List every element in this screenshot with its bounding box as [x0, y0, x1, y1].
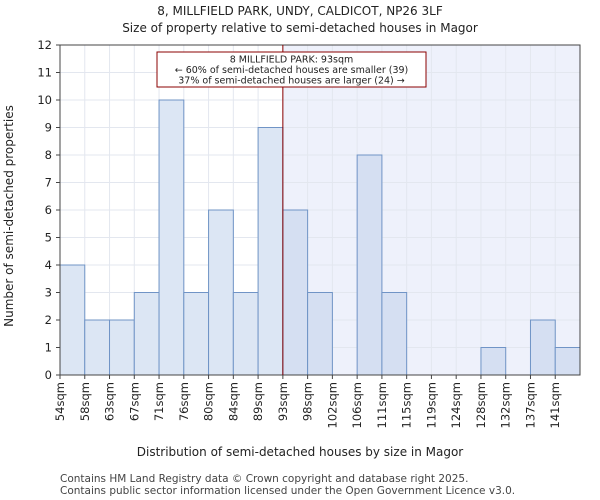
x-tick-label-84sqm: 84sqm	[226, 382, 240, 421]
x-tick-label-89sqm: 89sqm	[251, 382, 265, 421]
bar-80sqm	[208, 209, 234, 376]
bar-111sqm	[381, 292, 408, 376]
y-tick-label: 0	[45, 368, 52, 382]
x-tick-label-67sqm: 67sqm	[127, 382, 141, 421]
annotation-box	[156, 51, 427, 88]
x-tick-label-106sqm: 106sqm	[350, 382, 364, 428]
y-tick-label: 12	[37, 38, 52, 52]
x-tick-label-98sqm: 98sqm	[301, 382, 315, 421]
x-tick-label-80sqm: 80sqm	[202, 382, 216, 421]
x-tick-label-132sqm: 132sqm	[499, 382, 513, 428]
y-tick-label: 2	[45, 313, 52, 327]
x-tick-label-141sqm: 141sqm	[548, 382, 562, 428]
x-tick-label-58sqm: 58sqm	[78, 382, 92, 421]
bar-71sqm	[158, 99, 185, 376]
bar-98sqm	[307, 292, 333, 376]
y-tick-label: 1	[45, 341, 52, 355]
bar-89sqm	[257, 127, 284, 376]
footer-line-1: Contains HM Land Registry data © Crown c…	[60, 473, 469, 485]
bar-54sqm	[59, 264, 86, 376]
bar-63sqm	[109, 319, 135, 376]
bar-76sqm	[183, 292, 210, 376]
x-tick-label-119sqm: 119sqm	[424, 382, 438, 428]
x-tick-label-115sqm: 115sqm	[400, 382, 414, 428]
y-tick-label: 9	[45, 121, 52, 135]
x-tick-label-54sqm: 54sqm	[53, 382, 67, 421]
bar-58sqm	[84, 319, 111, 376]
y-tick-label: 3	[45, 286, 52, 300]
bar-84sqm	[232, 292, 259, 376]
y-axis-label: Number of semi-detached properties	[2, 105, 16, 327]
x-tick-label-111sqm: 111sqm	[375, 382, 389, 428]
y-tick-label: 7	[45, 176, 52, 190]
x-tick-label-128sqm: 128sqm	[474, 382, 488, 428]
bar-141sqm	[554, 347, 581, 376]
bar-93sqm	[282, 209, 309, 376]
bar-128sqm	[480, 347, 507, 376]
x-axis-label: Distribution of semi-detached houses by …	[137, 445, 464, 459]
bar-137sqm	[529, 319, 556, 376]
x-tick-label-76sqm: 76sqm	[177, 382, 191, 421]
y-tick-label: 4	[45, 258, 52, 272]
annotation-line-3: 37% of semi-detached houses are larger (…	[178, 76, 405, 87]
x-tick-label-102sqm: 102sqm	[325, 382, 339, 428]
x-tick-label-71sqm: 71sqm	[152, 382, 166, 421]
y-tick-label: 6	[45, 203, 52, 217]
bar-106sqm	[356, 154, 383, 376]
x-tick-label-124sqm: 124sqm	[449, 382, 463, 428]
y-tick-label: 5	[45, 231, 52, 245]
x-tick-label-63sqm: 63sqm	[103, 382, 117, 421]
chart-subtitle: Size of property relative to semi-detach…	[122, 21, 478, 35]
y-tick-label: 8	[45, 148, 52, 162]
chart-title: 8, MILLFIELD PARK, UNDY, CALDICOT, NP26 …	[157, 4, 443, 18]
x-tick-label-93sqm: 93sqm	[276, 382, 290, 421]
annotation-line-2: ← 60% of semi-detached houses are smalle…	[175, 65, 409, 76]
footer-line-2: Contains public sector information licen…	[60, 485, 516, 497]
y-tick-label: 10	[37, 93, 52, 107]
y-tick-label: 11	[37, 66, 52, 80]
annotation-line-1: 8 MILLFIELD PARK: 93sqm	[230, 55, 354, 66]
x-tick-label-137sqm: 137sqm	[523, 382, 537, 428]
bar-67sqm	[133, 292, 160, 376]
